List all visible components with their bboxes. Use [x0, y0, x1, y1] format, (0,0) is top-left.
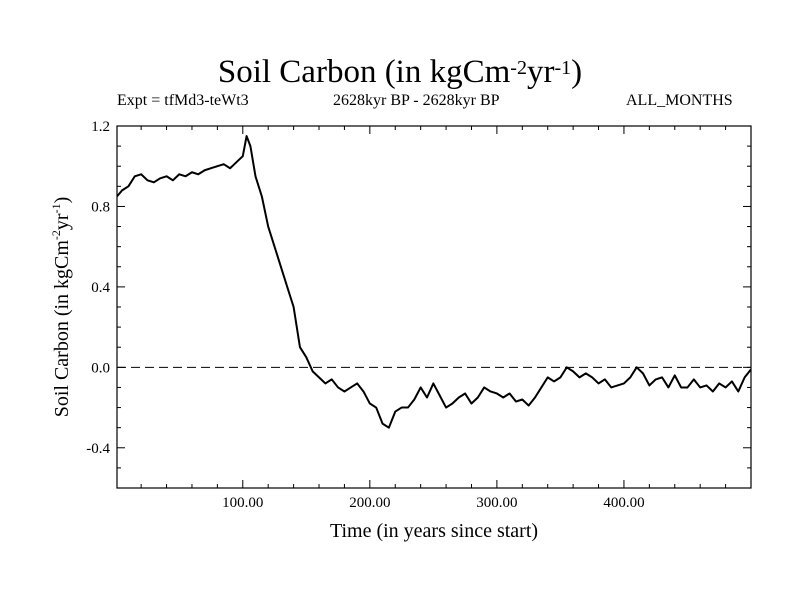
- y-tick-label: 1.2: [91, 119, 110, 135]
- x-tick-label: 200.00: [349, 495, 390, 511]
- experiment-label: Expt = tfMd3-teWt3: [117, 92, 249, 109]
- x-tick-labels: 100.00 200.00 300.00 400.00: [222, 495, 644, 511]
- chart-title: Soil Carbon (in kgCm-2yr-1): [217, 54, 583, 90]
- x-axis-title: Time (in years since start): [330, 520, 538, 542]
- y-tick-label: -0.4: [86, 441, 110, 457]
- months-label: ALL_MONTHS: [626, 92, 733, 109]
- x-tick-label: 400.00: [603, 495, 644, 511]
- period-label: 2628kyr BP - 2628kyr BP: [333, 92, 500, 109]
- x-tick-label: 300.00: [476, 495, 517, 511]
- y-tick-label: 0.4: [91, 280, 110, 296]
- y-tick-labels: -0.4 0.0 0.4 0.8 1.2: [86, 119, 110, 457]
- y-tick-label: 0.8: [91, 199, 110, 215]
- x-tick-label: 100.00: [222, 495, 263, 511]
- series-line-soil-carbon: [116, 135, 752, 429]
- y-axis-title: Soil Carbon (in kgCm-2yr-1): [49, 197, 73, 418]
- plot-frame: [116, 125, 752, 489]
- y-tick-label: 0.0: [91, 360, 110, 376]
- axis-ticks: [117, 125, 751, 488]
